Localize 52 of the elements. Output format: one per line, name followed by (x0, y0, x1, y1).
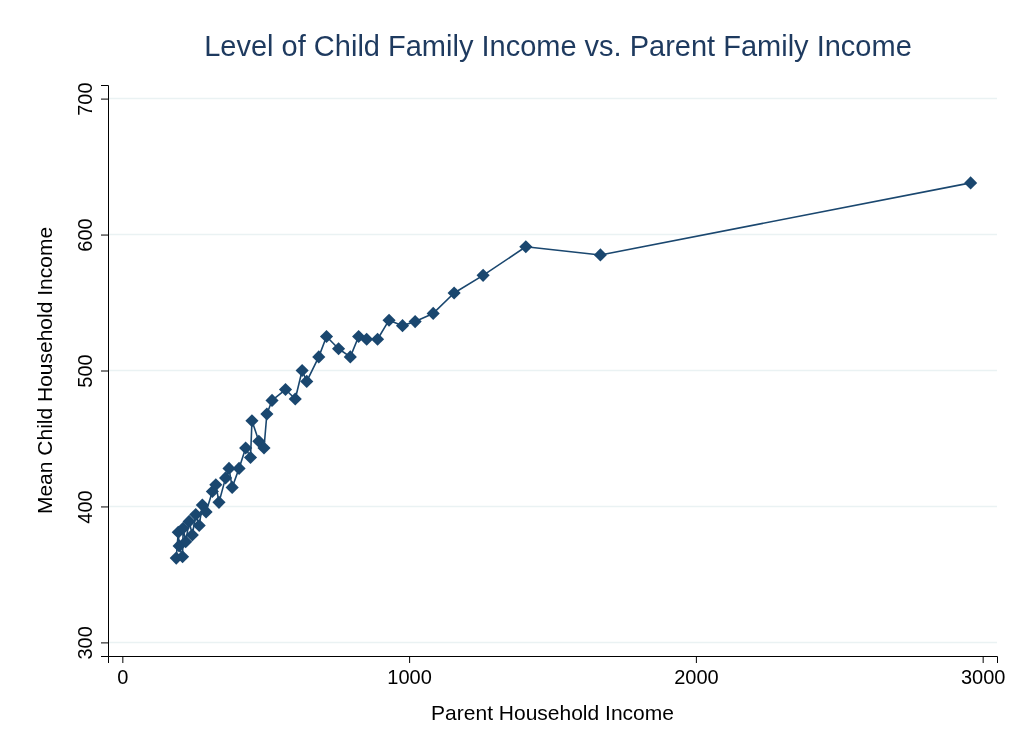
point (185, 528, 199, 542)
y-tick-label: 700 (74, 82, 96, 116)
point (343, 350, 357, 364)
point (245, 414, 259, 428)
point (252, 434, 266, 448)
point (360, 332, 374, 346)
point (219, 471, 233, 485)
point (182, 514, 196, 528)
point (371, 332, 385, 346)
point (189, 508, 203, 522)
point (476, 268, 490, 282)
point (332, 342, 346, 356)
y-tick-label: 600 (74, 218, 96, 252)
point (257, 441, 271, 455)
point (964, 176, 978, 190)
point (278, 382, 293, 397)
point (312, 350, 326, 364)
point (225, 480, 239, 494)
point (288, 392, 302, 406)
point (395, 319, 410, 333)
x-tick-label: 0 (117, 666, 129, 688)
y-tick-label: 500 (74, 354, 96, 388)
point (222, 461, 236, 475)
x-tick-label: 3000 (960, 666, 1006, 688)
x-tick-label: 2000 (674, 666, 719, 688)
point (295, 363, 309, 378)
point (300, 374, 314, 388)
point (447, 286, 461, 300)
point (408, 314, 422, 329)
y-axis-title: Mean Child Household Income (33, 226, 56, 515)
point (319, 329, 334, 344)
x-axis-title: Parent Household Income (431, 701, 674, 724)
point (212, 495, 226, 509)
point (260, 407, 274, 421)
point (265, 393, 279, 407)
point (179, 535, 193, 549)
point (192, 518, 206, 533)
point (232, 461, 246, 475)
point (209, 478, 223, 492)
x-tick-label: 1000 (387, 666, 432, 688)
point (352, 329, 366, 344)
point (519, 240, 533, 254)
point (243, 450, 258, 465)
point (593, 248, 607, 262)
point (199, 505, 213, 519)
point (239, 441, 253, 455)
point (382, 313, 396, 327)
point (426, 306, 440, 320)
chart-title: Level of Child Family Income vs. Parent Family Income (204, 30, 912, 62)
y-tick-label: 400 (74, 490, 96, 524)
point (176, 521, 190, 535)
y-tick-label: 300 (74, 626, 96, 660)
